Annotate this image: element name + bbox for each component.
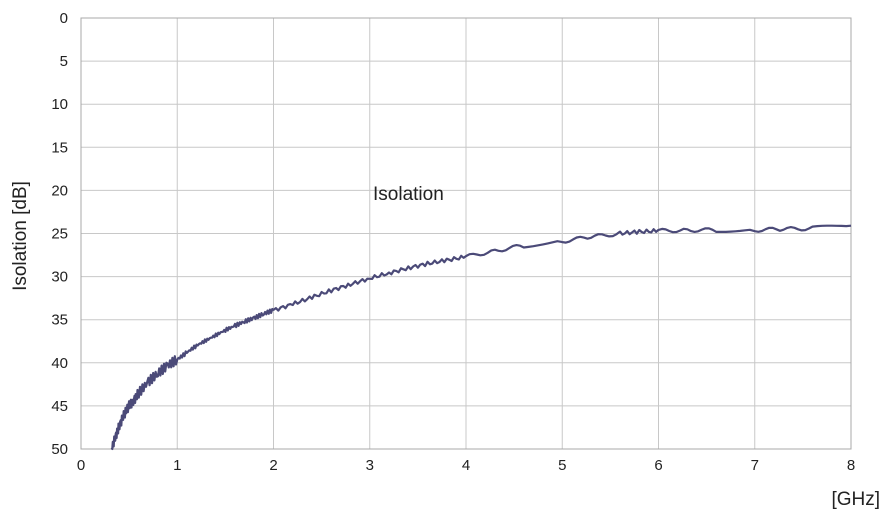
y-tick-label-9: 45 [51,398,68,415]
x-tick-label-7: 7 [751,457,759,474]
y-tick-label-7: 35 [51,312,68,329]
y-axis-title: Isolation [dB] [10,181,31,291]
x-axis-title: [GHz] [831,489,880,510]
x-tick-label-8: 8 [847,457,855,474]
grid-lines [80,17,852,450]
x-tick-label-2: 2 [269,457,277,474]
y-tick-label-0: 0 [60,10,68,27]
y-tick-labels: 0 5 10 15 20 25 30 35 40 45 50 [51,10,68,458]
y-tick-label-3: 15 [51,139,68,156]
isolation-series-line [110,224,852,451]
y-tick-label-10: 50 [51,441,68,458]
y-tick-label-8: 40 [51,355,68,372]
y-tick-label-6: 30 [51,269,68,286]
y-tick-label-5: 25 [51,226,68,243]
x-tick-label-1: 1 [173,457,181,474]
x-tick-label-0: 0 [77,457,85,474]
y-tick-label-1: 5 [60,53,68,70]
x-tick-label-5: 5 [558,457,566,474]
isolation-annotation: Isolation [373,184,444,205]
x-tick-label-3: 3 [366,457,374,474]
y-tick-label-4: 20 [51,182,68,199]
x-tick-label-6: 6 [654,457,662,474]
x-tick-labels: 0 1 2 3 4 5 6 7 8 [77,457,855,474]
plot-frame [80,17,852,450]
x-tick-label-4: 4 [462,457,470,474]
y-tick-label-2: 10 [51,96,68,113]
